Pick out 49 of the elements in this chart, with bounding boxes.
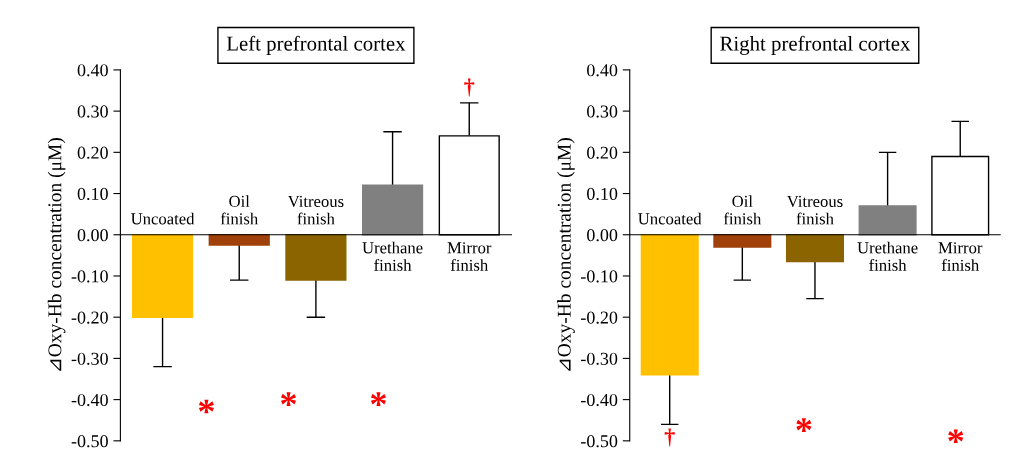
y-tick-label: 0.10 — [77, 187, 108, 201]
annotation: * — [370, 392, 386, 406]
y-tick-label: -0.30 — [581, 352, 618, 365]
bar — [131, 234, 194, 318]
x-tick-label: Urethane finish — [362, 241, 423, 271]
x-tick-label: Uncoated — [130, 212, 195, 225]
y-axis-title: ⊿Oxy-Hb concentration (μM) — [47, 138, 66, 371]
y-tick-label: -0.20 — [581, 311, 618, 324]
y-tick-label: -0.30 — [71, 352, 108, 365]
y-tick-label: -0.50 — [71, 435, 108, 448]
y-axis-title: ⊿Oxy-Hb concentration (μM) — [557, 138, 575, 371]
y-tick-label: 0.00 — [77, 229, 108, 242]
y-tick-label: 0.40 — [587, 64, 618, 77]
bar — [858, 205, 917, 236]
y-tick-label: 0.20 — [587, 146, 618, 159]
bar — [361, 184, 424, 236]
chart-title: Right prefrontal cortex — [720, 35, 911, 55]
bar — [785, 234, 844, 263]
x-tick-label: Urethane finish — [857, 241, 918, 271]
y-tick-label: -0.10 — [581, 270, 618, 283]
annotation: * — [796, 418, 812, 432]
x-tick-label: Oil finish — [220, 195, 258, 225]
y-tick-label: -0.50 — [581, 435, 618, 448]
y-tick-label: 0.20 — [77, 146, 108, 159]
y-tick-label: -0.20 — [71, 311, 108, 324]
bar — [208, 234, 270, 246]
bar — [285, 234, 347, 281]
y-tick-label: 0.30 — [77, 105, 108, 118]
y-tick-label: 0.10 — [587, 187, 618, 201]
annotation: * — [198, 399, 214, 414]
y-tick-label: -0.10 — [71, 270, 108, 283]
annotation: † — [664, 428, 675, 447]
x-tick-label: Uncoated — [638, 212, 702, 225]
y-tick-label: 0.30 — [587, 105, 618, 118]
x-tick-label: Vitreous finish — [786, 195, 843, 225]
x-tick-label: Mirror finish — [938, 242, 983, 271]
chart-title: Left prefrontal cortex — [226, 35, 406, 55]
y-tick-label: 0.40 — [77, 64, 108, 77]
y-tick-label: -0.40 — [581, 393, 618, 407]
bar — [713, 234, 772, 248]
bar — [640, 234, 699, 376]
y-tick-label: -0.40 — [71, 393, 108, 407]
x-tick-label: Oil finish — [723, 195, 762, 225]
annotation: † — [464, 78, 475, 97]
x-tick-label: Mirror finish — [447, 242, 492, 271]
annotation: * — [948, 429, 964, 444]
y-tick-label: 0.00 — [587, 229, 618, 242]
x-tick-label: Vitreous finish — [287, 195, 344, 225]
annotation: * — [281, 392, 297, 406]
